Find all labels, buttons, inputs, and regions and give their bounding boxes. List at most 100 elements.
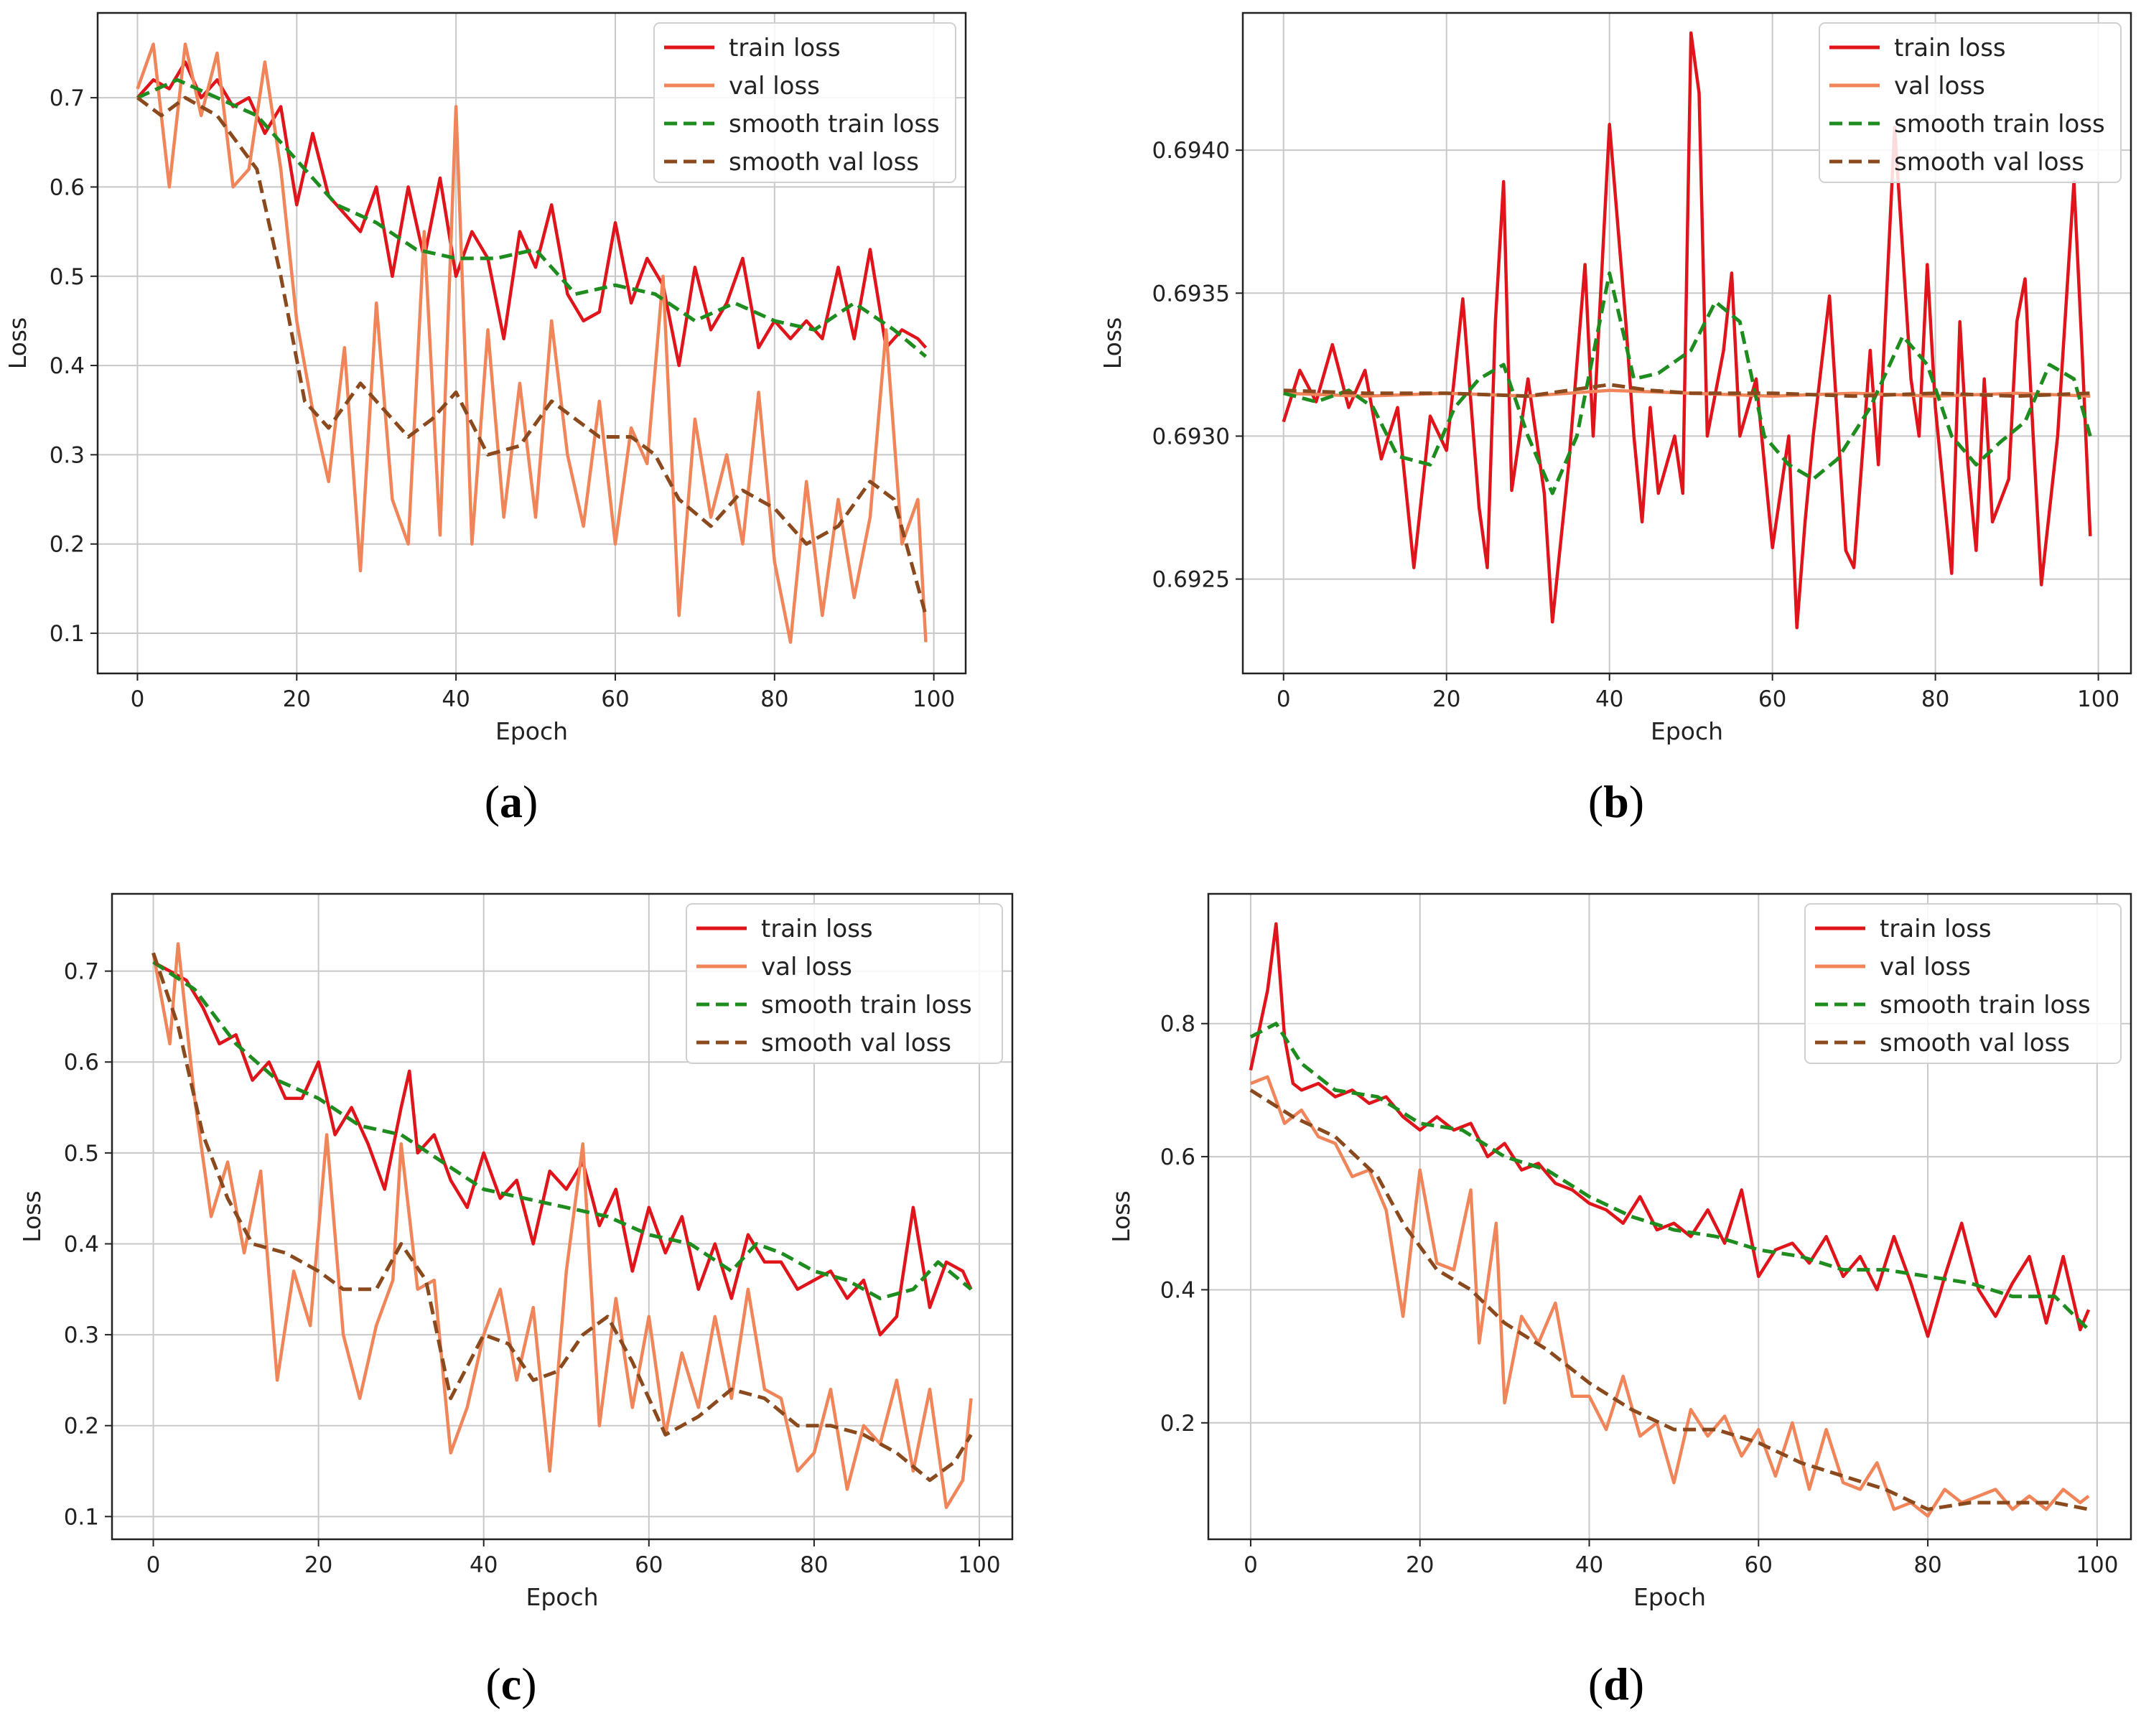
series-line-val [1250,1075,2090,1518]
legend-box [686,903,1003,1064]
x-tick-label: 0 [1244,1552,1258,1578]
legend-label: train loss [1894,34,2006,62]
plot-frame [96,11,967,675]
x-tick-label: 0 [146,1552,161,1578]
legend: train loss val loss smooth train loss smoot… [653,22,956,183]
y-axis-label: Loss [18,1190,46,1242]
chart-c: 0 20 40 60 80 100 0.1 0.2 0.3 0.4 0.5 0.6 0.7 Epoch Lo… [18,892,1014,1611]
legend: train loss val loss smooth train loss smoot… [686,903,1003,1064]
x-tick-label: 40 [442,686,470,712]
legend: train loss val loss smooth train loss smoot… [1804,903,2122,1064]
y-tick-label: 0.2 [1160,1411,1195,1437]
y-tick-label: 0.3 [50,442,85,468]
x-tick-label: 0 [131,686,145,712]
y-tick-label: 0.3 [64,1322,99,1348]
legend-label: smooth train loss [1894,110,2105,139]
x-tick-label: 80 [1913,1552,1941,1578]
caption-d: (d) [1587,1658,1645,1709]
legend-box [1804,903,2122,1064]
legend-label: val loss [1880,953,1971,981]
y-tick-label: 0.7 [64,959,99,985]
x-tick-label: 80 [760,686,788,712]
x-tick-label: 20 [283,686,311,712]
x-tick-label: 60 [1758,686,1786,712]
series-line-train [152,961,973,1337]
series-line-val [151,942,973,1509]
x-tick-label: 60 [1745,1552,1773,1578]
legend-label: train loss [729,34,841,62]
x-tick-label: 80 [1921,686,1949,712]
series-line-smooth-train [136,78,928,358]
x-axis-label: Epoch [526,1583,598,1611]
legend-label: smooth val loss [1894,148,2084,177]
x-axis-label: Epoch [1633,1583,1706,1611]
series-line-smooth-train [1283,271,2092,495]
x-tick-label: 20 [304,1552,332,1578]
y-tick-label: 0.4 [1160,1277,1195,1303]
legend-label: smooth train loss [761,991,972,1019]
chart-d: 0 20 40 60 80 100 0.2 0.4 0.6 0.8 Epoch Loss train l… [1107,892,2132,1611]
y-axis-label: Loss [4,317,32,369]
y-tick-label: 0.6940 [1152,138,1230,164]
legend-label: val loss [1894,72,1985,101]
x-tick-label: 0 [1277,686,1291,712]
x-tick-label: 80 [800,1552,828,1578]
x-tick-label: 60 [635,1552,663,1578]
y-tick-label: 0.7 [50,85,85,111]
chart-b: 0 20 40 60 80 100 0.6925 0.6930 0.6935 0.6940 Epoc… [1099,11,2132,745]
legend-label: train loss [761,915,873,943]
legend-label: smooth val loss [1880,1029,2070,1058]
x-tick-label: 40 [470,1552,498,1578]
x-tick-label: 100 [958,1552,1000,1578]
y-axis-label: Loss [1107,1190,1135,1242]
legend-label: val loss [761,953,852,981]
series-line-smooth-val [136,95,928,616]
y-tick-label: 0.6 [50,174,85,200]
y-tick-label: 0.4 [64,1231,99,1257]
x-tick-label: 20 [1432,686,1460,712]
legend-label: smooth val loss [761,1029,951,1058]
chart-a: 0 20 40 60 80 100 0.1 0.2 0.3 0.4 0.5 0.6 0.7 Epoch Lo… [4,11,967,745]
panel-d: 0 20 40 60 80 100 0.2 0.4 0.6 0.8 Epoch Loss train l… [1070,868,2141,1736]
y-tick-label: 0.2 [50,532,85,558]
panel-b: 0 20 40 60 80 100 0.6925 0.6930 0.6935 0.6940 Epoc… [1070,0,2141,868]
y-tick-label: 0.8 [1160,1012,1195,1037]
x-tick-label: 40 [1595,686,1623,712]
y-tick-label: 0.6930 [1152,424,1230,449]
y-tick-label: 0.6925 [1152,567,1230,593]
legend-label: smooth val loss [729,148,919,177]
legend-label: smooth train loss [1880,991,2091,1019]
plot-frame [1241,11,2132,675]
x-tick-label: 100 [2076,1552,2118,1578]
caption-c: (c) [485,1658,537,1709]
x-axis-label: Epoch [1651,717,1723,745]
y-tick-label: 0.6 [1160,1144,1195,1170]
y-tick-label: 0.5 [64,1141,99,1167]
x-tick-label: 100 [913,686,955,712]
series-line-smooth-val [1249,1088,2089,1511]
caption-a: (a) [484,776,538,827]
x-tick-label: 60 [601,686,629,712]
panel-c: 0 20 40 60 80 100 0.1 0.2 0.3 0.4 0.5 0.6 0.7 Epoch Lo… [0,868,1070,1736]
series-line-val [136,42,928,644]
y-tick-label: 0.1 [50,621,85,647]
series-line-smooth-train [152,960,973,1300]
x-tick-label: 100 [2077,686,2119,712]
series-line-train [1249,922,2091,1338]
y-tick-label: 0.6 [64,1050,99,1075]
legend-label: smooth train loss [729,110,940,139]
series-line-smooth-train [1249,1022,2090,1331]
series-line-smooth-val [151,952,973,1483]
legend: train loss val loss smooth train loss smoot… [1819,22,2122,183]
legend-box [1819,22,2122,183]
y-tick-label: 0.6935 [1152,281,1230,307]
legend-label: val loss [729,72,820,101]
plot-frame [1207,892,2132,1541]
legend-label: train loss [1880,915,1992,943]
y-tick-label: 0.4 [50,353,85,379]
caption-b: (b) [1587,776,1645,827]
y-tick-label: 0.2 [64,1414,99,1439]
y-tick-label: 0.5 [50,264,85,290]
legend-box [653,22,956,183]
x-axis-label: Epoch [495,717,568,745]
